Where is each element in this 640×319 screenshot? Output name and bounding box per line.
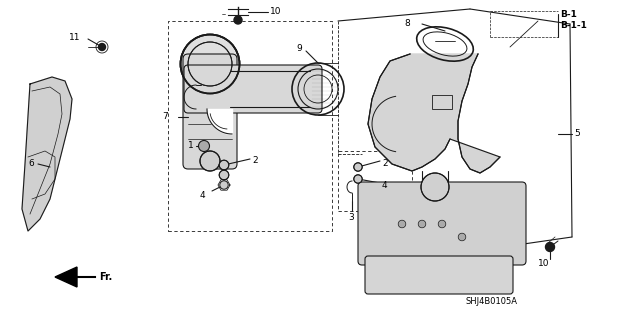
Text: 2: 2 bbox=[382, 160, 388, 168]
Polygon shape bbox=[22, 77, 72, 231]
Text: 10: 10 bbox=[538, 259, 550, 269]
Circle shape bbox=[421, 173, 449, 201]
Circle shape bbox=[418, 220, 426, 228]
Circle shape bbox=[458, 233, 466, 241]
FancyBboxPatch shape bbox=[183, 54, 237, 169]
FancyBboxPatch shape bbox=[358, 182, 526, 265]
Text: SHJ4B0105A: SHJ4B0105A bbox=[465, 296, 517, 306]
Circle shape bbox=[354, 175, 362, 183]
Text: 4: 4 bbox=[200, 190, 205, 199]
Circle shape bbox=[354, 163, 362, 171]
Circle shape bbox=[200, 151, 220, 171]
Text: 8: 8 bbox=[404, 19, 410, 28]
Circle shape bbox=[398, 220, 406, 228]
Text: B-1: B-1 bbox=[560, 11, 577, 19]
Text: B-1-1: B-1-1 bbox=[560, 21, 587, 31]
Circle shape bbox=[219, 160, 229, 170]
Text: 6: 6 bbox=[28, 160, 34, 168]
Circle shape bbox=[180, 34, 239, 93]
Circle shape bbox=[220, 181, 228, 189]
Text: Fr.: Fr. bbox=[99, 272, 112, 282]
Circle shape bbox=[438, 220, 446, 228]
Text: 11: 11 bbox=[68, 33, 80, 41]
Circle shape bbox=[219, 170, 229, 180]
Text: 4: 4 bbox=[382, 182, 388, 190]
Polygon shape bbox=[368, 54, 500, 173]
Text: 9: 9 bbox=[296, 44, 301, 54]
Circle shape bbox=[545, 242, 554, 251]
Circle shape bbox=[198, 140, 209, 152]
Text: 3: 3 bbox=[348, 212, 354, 221]
Text: 1: 1 bbox=[188, 142, 194, 151]
Text: 5: 5 bbox=[574, 130, 580, 138]
FancyBboxPatch shape bbox=[184, 65, 322, 113]
Bar bbox=[432, 95, 452, 109]
Text: 7: 7 bbox=[162, 113, 168, 122]
Circle shape bbox=[234, 16, 242, 24]
Circle shape bbox=[99, 43, 106, 50]
Text: 10: 10 bbox=[270, 8, 282, 17]
FancyBboxPatch shape bbox=[365, 256, 513, 294]
Polygon shape bbox=[55, 267, 77, 287]
Text: 2: 2 bbox=[252, 157, 258, 166]
